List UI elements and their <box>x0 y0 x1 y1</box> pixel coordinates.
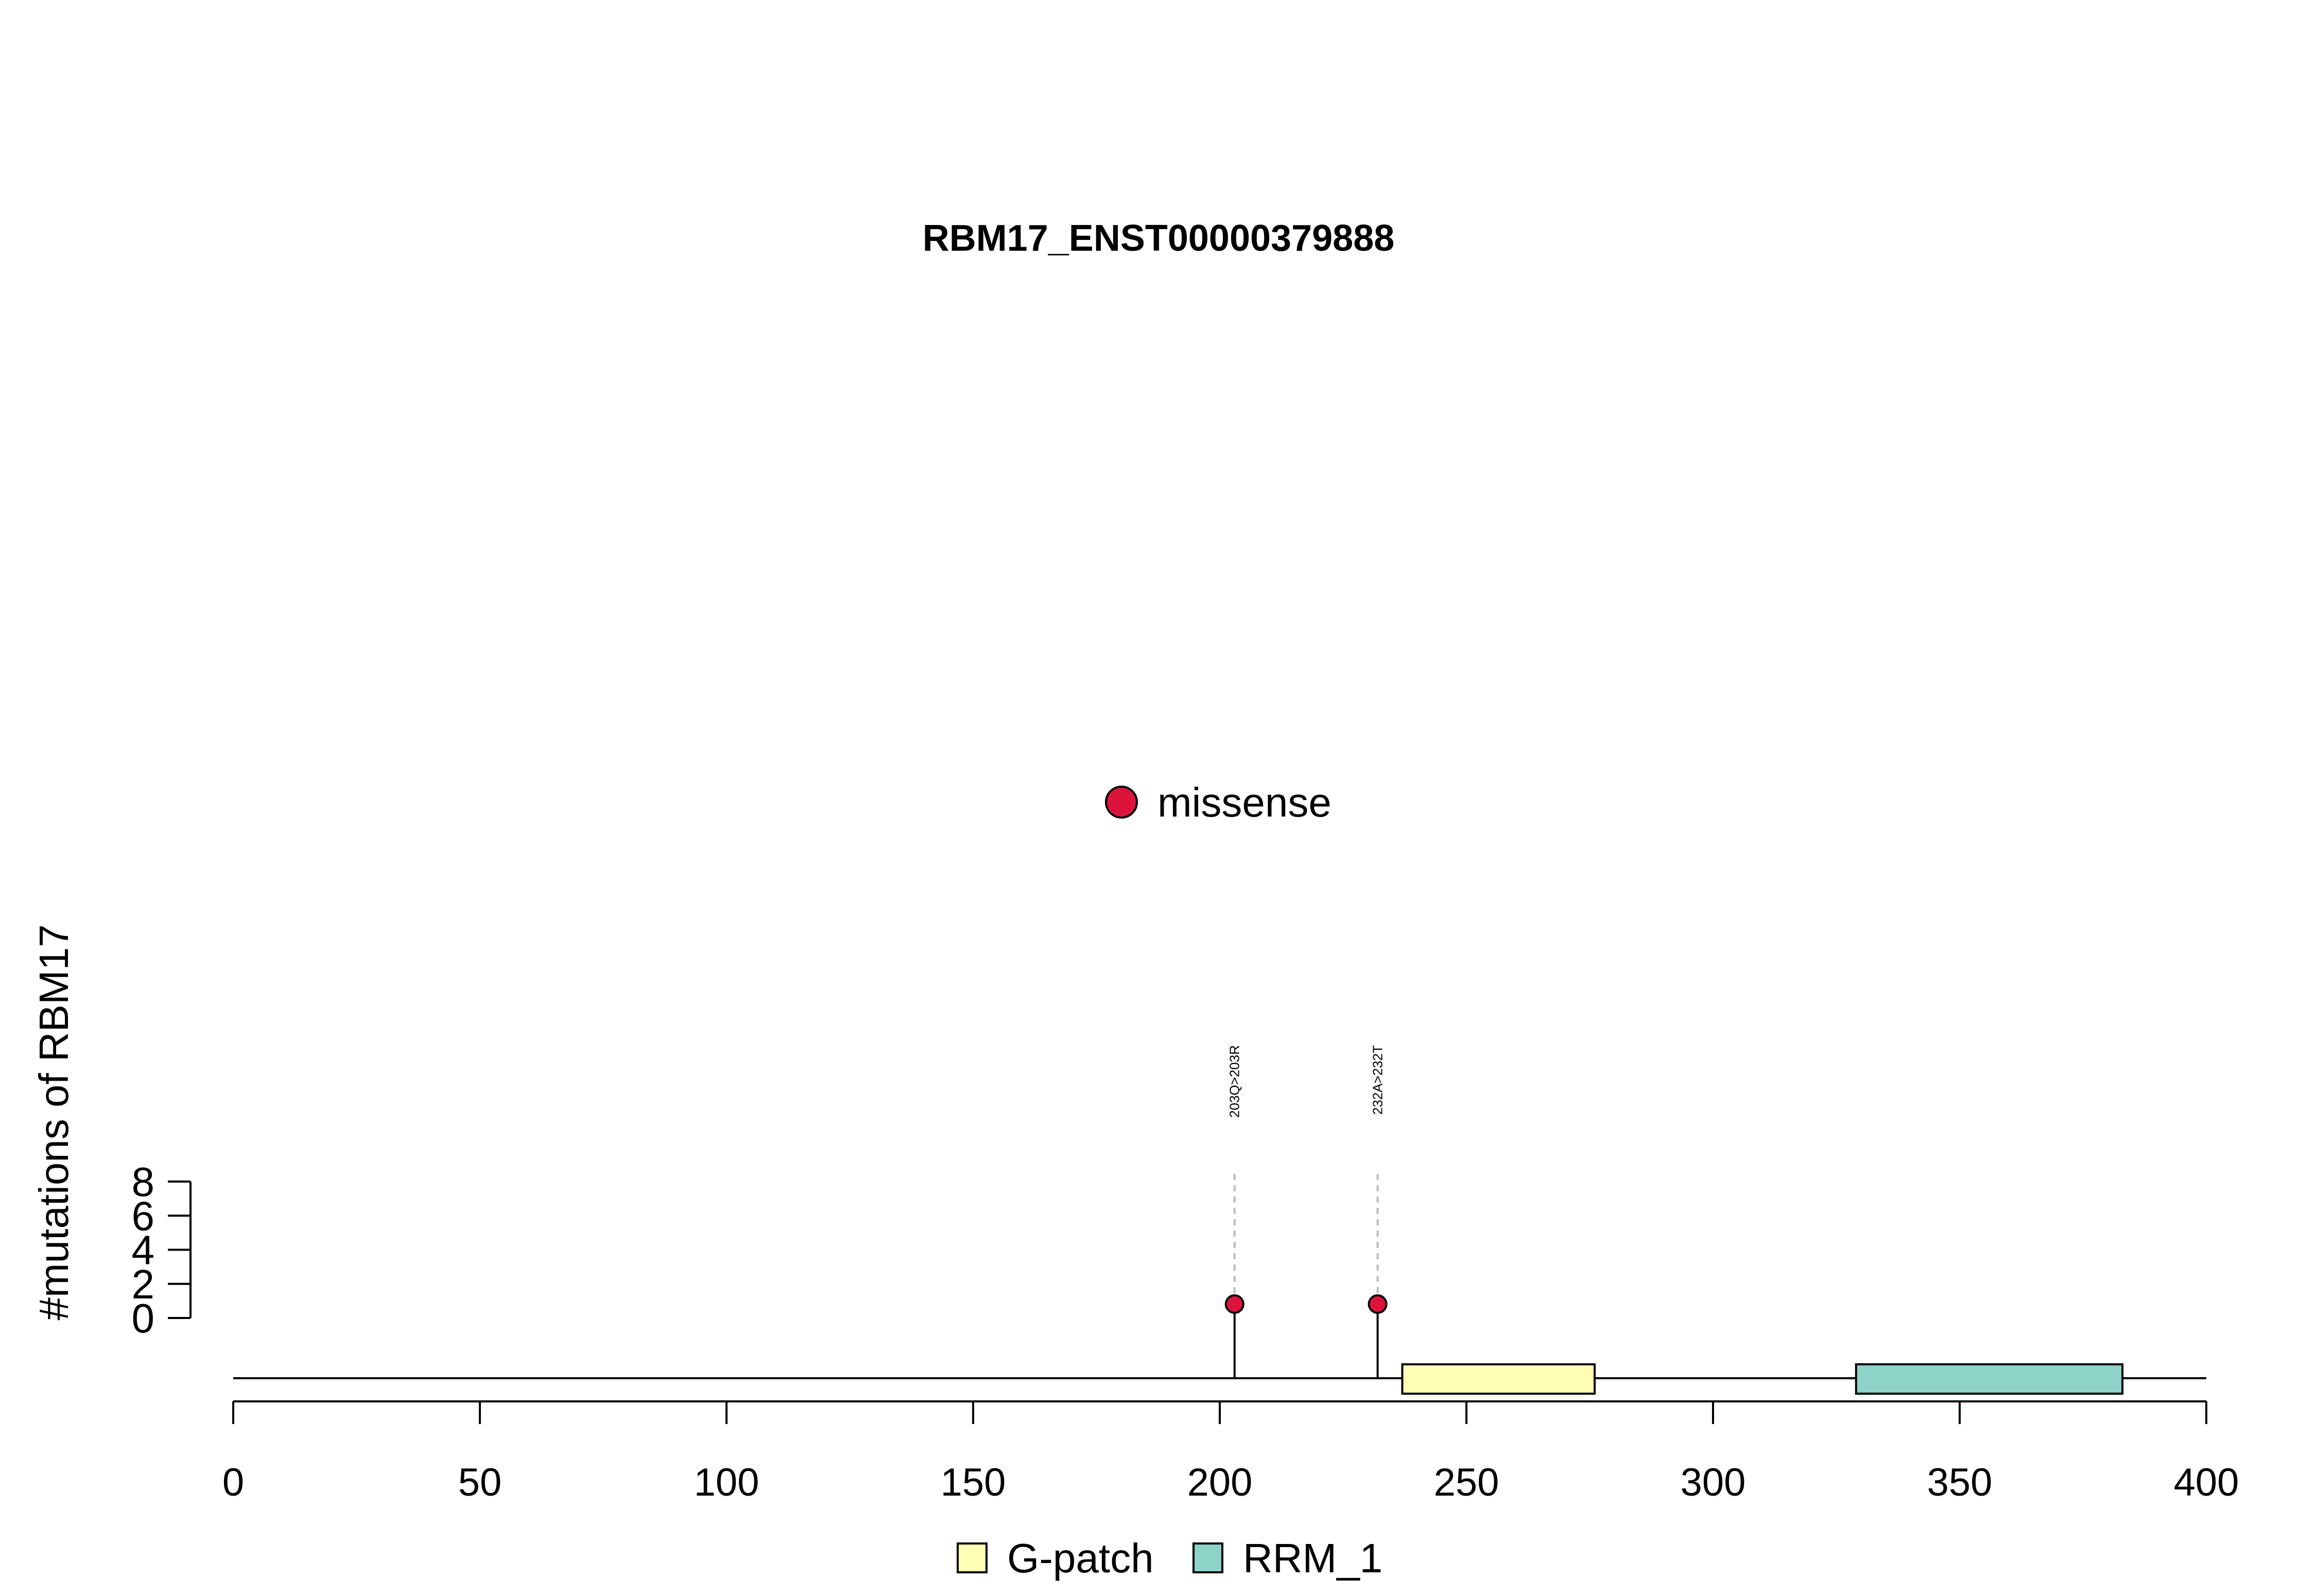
mutation-head-203 <box>1224 1294 1244 1314</box>
x-tick-label-0: 0 <box>222 1461 244 1504</box>
mutation-head-232 <box>1368 1294 1388 1314</box>
mutation-label-203: 203Q>203R <box>1227 1045 1242 1118</box>
domain-legend-label-G-patch: G-patch <box>1007 1535 1154 1581</box>
y-tick-label-2: 2 <box>132 1261 155 1307</box>
mutation-lollipops: 203Q>203R 232A>232T <box>1224 1045 1388 1378</box>
x-tick-label-150: 150 <box>941 1461 1006 1504</box>
domain-legend-swatch-G-patch <box>957 1542 988 1573</box>
mutation-legend: missense <box>1105 779 1332 825</box>
domain-RRM_1 <box>1855 1363 2124 1395</box>
domain-legend-label-RRM_1: RRM_1 <box>1243 1535 1382 1581</box>
legend-marker-missense <box>1105 786 1138 819</box>
legend-label-missense: missense <box>1157 779 1332 825</box>
x-axis: 0 50 100 150 200 250 300 350 400 <box>222 1400 2239 1504</box>
y-axis-label: #mutations of RBM17 <box>31 924 77 1320</box>
mutation-label-232: 232A>232T <box>1370 1045 1386 1115</box>
x-tick-label-100: 100 <box>694 1461 759 1504</box>
x-tick-label-400: 400 <box>2174 1461 2239 1504</box>
domain-G-patch <box>1401 1363 1596 1395</box>
domain-legend-swatch-RRM_1 <box>1192 1542 1223 1573</box>
domain-boxes <box>1401 1363 2124 1395</box>
y-tick-label-4: 4 <box>132 1227 155 1273</box>
x-tick-label-250: 250 <box>1434 1461 1499 1504</box>
x-tick-label-350: 350 <box>1927 1461 1993 1504</box>
chart-title: RBM17_ENST00000379888 <box>923 218 1395 259</box>
x-tick-label-300: 300 <box>1681 1461 1746 1504</box>
y-tick-label-8: 8 <box>132 1159 155 1205</box>
y-tick-label-0: 0 <box>132 1295 155 1341</box>
y-tick-label-6: 6 <box>132 1193 155 1239</box>
domain-legend: G-patch RRM_1 <box>957 1535 1382 1581</box>
x-tick-label-50: 50 <box>458 1461 502 1504</box>
x-tick-label-200: 200 <box>1187 1461 1253 1504</box>
